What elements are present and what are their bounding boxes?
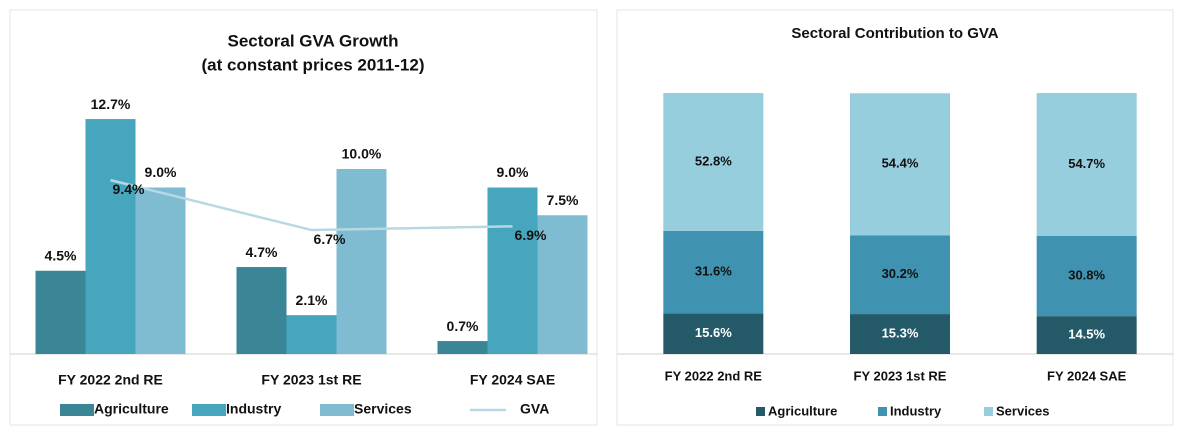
legend-label: GVA bbox=[520, 401, 549, 417]
stack-segment bbox=[663, 93, 764, 231]
bar-label: 4.5% bbox=[45, 247, 77, 263]
legend-label: Agriculture bbox=[768, 403, 837, 418]
x-tick-label: FY 2023 1st RE bbox=[261, 372, 361, 388]
legend-swatch bbox=[756, 407, 765, 416]
bar bbox=[537, 215, 588, 354]
bar bbox=[35, 270, 86, 354]
bar-label: 12.7% bbox=[91, 96, 131, 112]
line-label: 6.9% bbox=[515, 227, 547, 243]
x-tick-label: FY 2024 SAE bbox=[1047, 368, 1127, 383]
stack-segment bbox=[1036, 235, 1137, 317]
x-tick-label: FY 2023 1st RE bbox=[854, 368, 947, 383]
bar-label: 9.0% bbox=[497, 164, 529, 180]
legend-swatch bbox=[878, 407, 887, 416]
line-label: 9.4% bbox=[113, 181, 145, 197]
bar-label: 0.7% bbox=[447, 318, 479, 334]
x-tick-label: FY 2024 SAE bbox=[470, 372, 555, 388]
stack-segment bbox=[663, 230, 764, 314]
bar bbox=[286, 315, 337, 354]
segment-label: 14.5% bbox=[1068, 327, 1105, 342]
legend-swatch bbox=[984, 407, 993, 416]
legend-label: Industry bbox=[226, 401, 281, 417]
chart-subtitle: (at constant prices 2011-12) bbox=[202, 55, 425, 74]
bar-label: 9.0% bbox=[145, 164, 177, 180]
legend-label: Services bbox=[354, 401, 412, 417]
bar-label: 10.0% bbox=[342, 146, 382, 162]
line-label: 6.7% bbox=[314, 231, 346, 247]
stack-segment bbox=[1036, 316, 1137, 354]
legend-label: Services bbox=[996, 403, 1050, 418]
segment-label: 54.4% bbox=[882, 156, 919, 171]
segment-label: 31.6% bbox=[695, 263, 732, 278]
bar-label: 4.7% bbox=[246, 244, 278, 260]
bar-label: 2.1% bbox=[296, 292, 328, 308]
legend-label: Industry bbox=[890, 403, 942, 418]
legend-swatch bbox=[320, 404, 354, 416]
bar bbox=[336, 169, 387, 354]
segment-label: 30.8% bbox=[1068, 267, 1105, 282]
gva-line bbox=[110, 178, 513, 232]
bar bbox=[236, 267, 287, 354]
stack-segment bbox=[663, 313, 764, 354]
stack-segment bbox=[850, 314, 950, 354]
segment-label: 54.7% bbox=[1068, 156, 1105, 171]
stack-segment bbox=[850, 93, 950, 236]
chart-title: Sectoral Contribution to GVA bbox=[791, 25, 998, 42]
bar bbox=[85, 119, 136, 354]
stack-segment bbox=[850, 235, 950, 315]
x-tick-label: FY 2022 2nd RE bbox=[665, 368, 763, 383]
segment-label: 15.6% bbox=[695, 325, 732, 340]
chart-title: Sectoral GVA Growth bbox=[228, 31, 399, 50]
legend-swatch bbox=[192, 404, 226, 416]
stack-segment bbox=[1036, 93, 1137, 236]
bar bbox=[135, 187, 186, 354]
bar bbox=[487, 187, 538, 354]
segment-label: 52.8% bbox=[695, 153, 732, 168]
bar bbox=[437, 341, 488, 354]
bar-label: 7.5% bbox=[547, 192, 579, 208]
legend-label: Agriculture bbox=[94, 401, 169, 417]
segment-label: 15.3% bbox=[882, 325, 919, 340]
x-tick-label: FY 2022 2nd RE bbox=[58, 372, 163, 388]
segment-label: 30.2% bbox=[882, 266, 919, 281]
legend-swatch bbox=[60, 404, 94, 416]
